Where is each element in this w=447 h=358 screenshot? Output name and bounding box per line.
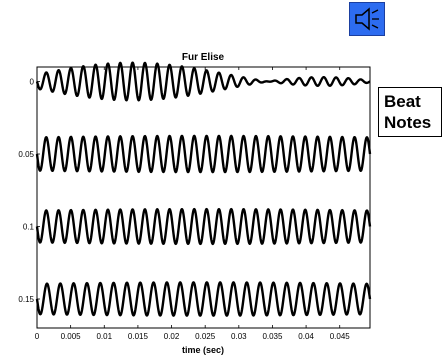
series-line-4 — [35, 281, 372, 317]
series-line-2 — [35, 134, 372, 174]
x-tick-label: 0.045 — [330, 332, 351, 341]
y-tick-label: 0 — [30, 78, 35, 87]
x-axis-label: time (sec) — [182, 345, 224, 355]
beat-notes-label: Beat Notes — [378, 87, 442, 137]
chart-title: Fur Elise — [182, 52, 225, 63]
speaker-icon — [355, 7, 379, 31]
series-line-1 — [35, 61, 371, 102]
y-tick-label: 0.15 — [18, 295, 34, 304]
y-tick-label: 0.05 — [18, 150, 34, 159]
x-tick-label: 0.005 — [61, 332, 82, 341]
beat-notes-line-1: Beat — [384, 92, 421, 111]
series-line-3 — [35, 207, 372, 246]
series-layer — [35, 61, 372, 317]
x-tick-label: 0.03 — [231, 332, 247, 341]
speaker-button[interactable] — [349, 2, 385, 36]
x-tick-label: 0.04 — [298, 332, 314, 341]
x-tick-label: 0.015 — [128, 332, 149, 341]
x-tick-label: 0.035 — [262, 332, 283, 341]
x-tick-label: 0 — [35, 332, 40, 341]
x-tick-label: 0.01 — [96, 332, 112, 341]
tick-layer: 0 0.005 0.01 0.015 0.02 0.025 0.03 0.035 0.04 0.0… — [18, 67, 350, 341]
x-tick-label: 0.025 — [195, 332, 216, 341]
plot-frame — [36, 66, 371, 329]
x-tick-label: 0.02 — [164, 332, 180, 341]
y-tick-label: 0.1 — [23, 223, 35, 232]
beat-notes-line-2: Notes — [384, 113, 432, 132]
